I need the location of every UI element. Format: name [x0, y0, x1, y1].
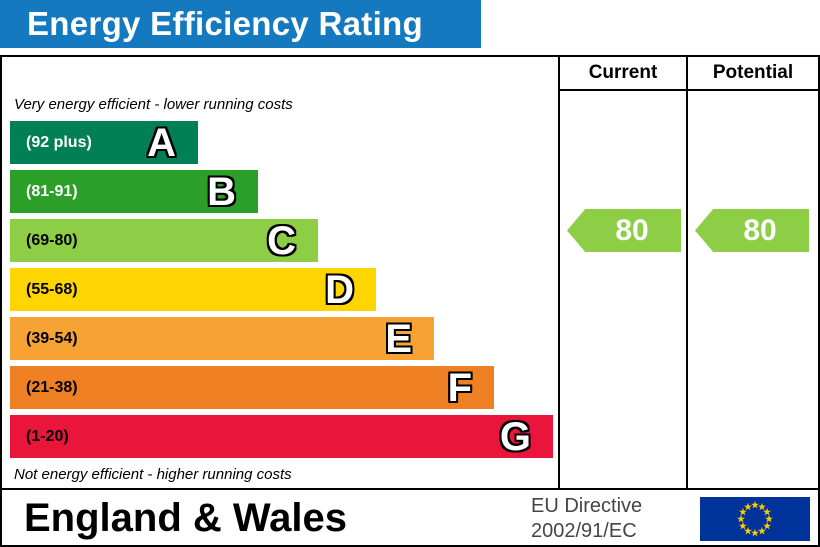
band-c-range: (69-80)	[26, 231, 78, 249]
band-d-letter: D	[325, 267, 354, 312]
current-cell	[558, 412, 686, 461]
potential-cell	[686, 118, 818, 167]
band-a-letter: A	[147, 120, 176, 165]
potential-rating-value: 80	[743, 213, 777, 247]
band-b-letter: B	[207, 169, 236, 214]
top-note-row: Very energy efficient - lower running co…	[2, 91, 818, 118]
band-b-bar: (81-91) B	[10, 170, 258, 213]
band-row-d: (55-68) D	[2, 265, 818, 314]
band-d-range: (55-68)	[26, 280, 78, 298]
potential-cell	[686, 265, 818, 314]
bottom-note-row: Not energy efficient - higher running co…	[2, 461, 818, 488]
potential-rating-arrow: 80	[695, 209, 809, 252]
potential-cell	[686, 412, 818, 461]
current-cell	[558, 91, 686, 118]
band-g-bar: (1-20) G	[10, 415, 553, 458]
table-header-row: Current Potential	[2, 57, 818, 91]
potential-cell	[686, 91, 818, 118]
current-cell	[558, 167, 686, 216]
eu-directive-line1: EU Directive	[531, 494, 643, 517]
eu-directive-line2: 2002/91/EC	[531, 519, 637, 542]
rating-table: Current Potential Very energy efficient …	[0, 55, 820, 547]
potential-cell	[686, 167, 818, 216]
band-a-range: (92 plus)	[26, 133, 92, 151]
band-c-bar: (69-80) C	[10, 219, 318, 262]
page-title: Energy Efficiency Rating	[27, 5, 423, 42]
band-g-letter: G	[499, 414, 531, 459]
current-cell: 80	[558, 209, 686, 265]
current-cell	[558, 363, 686, 412]
potential-column-header: Potential	[686, 57, 818, 91]
band-f-letter: F	[447, 365, 472, 410]
current-rating-value: 80	[615, 213, 649, 247]
band-a-bar: (92 plus) A	[10, 121, 198, 164]
band-e-range: (39-54)	[26, 329, 78, 347]
band-row-g: (1-20) G	[2, 412, 818, 461]
eu-flag-svg	[700, 496, 810, 541]
bottom-note: Not energy efficient - higher running co…	[14, 466, 292, 483]
band-e-letter: E	[385, 316, 412, 361]
potential-cell	[686, 363, 818, 412]
band-f-range: (21-38)	[26, 378, 78, 396]
band-row-b: (81-91) B	[2, 167, 818, 216]
band-e-bar: (39-54) E	[10, 317, 434, 360]
eu-directive: EU Directive 2002/91/EC	[531, 494, 696, 544]
eu-flag	[700, 496, 810, 541]
region-label: England & Wales	[24, 496, 348, 540]
rating-scale-body: Very energy efficient - lower running co…	[2, 91, 818, 488]
band-b-range: (81-91)	[26, 182, 78, 200]
band-d-bar: (55-68) D	[10, 268, 376, 311]
title-bar: Energy Efficiency Rating	[0, 0, 481, 48]
current-cell	[558, 118, 686, 167]
current-cell	[558, 314, 686, 363]
band-row-c: (69-80) C 80 80	[2, 209, 818, 265]
potential-cell: 80	[686, 209, 818, 265]
current-cell	[558, 265, 686, 314]
current-rating-arrow: 80	[567, 209, 681, 252]
band-row-a: (92 plus) A	[2, 118, 818, 167]
potential-cell	[686, 461, 818, 488]
top-note: Very energy efficient - lower running co…	[14, 96, 293, 113]
current-column-header: Current	[558, 57, 686, 91]
band-c-letter: C	[267, 218, 296, 263]
footer-row: England & Wales EU Directive 2002/91/EC	[2, 488, 818, 547]
header-spacer	[2, 57, 558, 91]
potential-cell	[686, 314, 818, 363]
band-g-range: (1-20)	[26, 427, 69, 445]
current-cell	[558, 461, 686, 488]
band-row-f: (21-38) F	[2, 363, 818, 412]
band-row-e: (39-54) E	[2, 314, 818, 363]
band-f-bar: (21-38) F	[10, 366, 494, 409]
